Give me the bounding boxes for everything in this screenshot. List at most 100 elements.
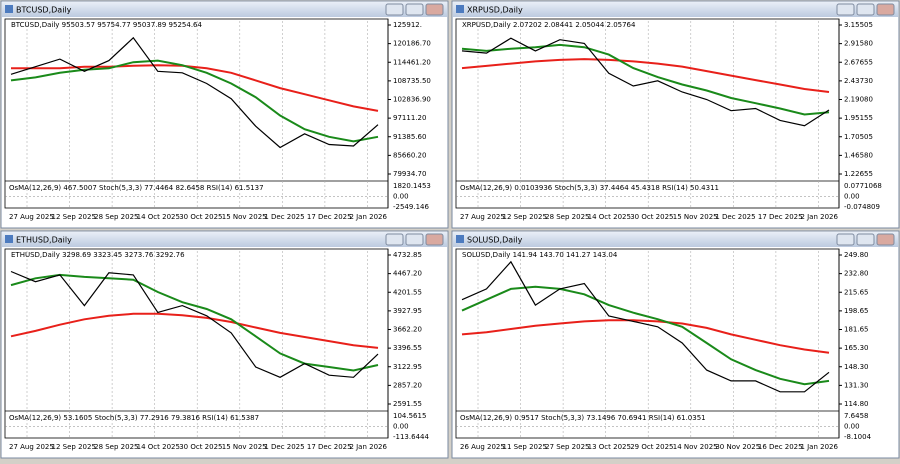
date-label: 27 Aug 2025 xyxy=(460,213,505,221)
minimize-button[interactable] xyxy=(836,233,855,246)
indicator-info: OsMA(12,26,9) 0.9517 Stoch(5,3,3) 73.149… xyxy=(460,414,706,422)
title-bar xyxy=(2,2,447,17)
price-line xyxy=(461,43,830,116)
date-label: 28 Sep 2025 xyxy=(94,213,138,221)
indicator-label: -113.6444 xyxy=(393,433,429,441)
window-icon xyxy=(5,235,13,243)
price-label: 108735.50 xyxy=(393,77,431,85)
date-label: 2 Jan 2026 xyxy=(800,213,838,221)
price-label: 2.91580 xyxy=(844,40,873,48)
price-label: 3396.55 xyxy=(393,344,422,352)
price-label: 1.70505 xyxy=(844,133,873,141)
window-title: BTCUSD,Daily xyxy=(16,6,72,15)
indicator-label: 0.00 xyxy=(393,193,409,201)
date-label: 13 Oct 2025 xyxy=(588,443,631,451)
date-label: 14 Oct 2025 xyxy=(137,213,180,221)
title-bar xyxy=(2,232,447,247)
price-label: 232.80 xyxy=(844,270,869,278)
indicator-info: OsMA(12,26,9) 467.5007 Stoch(5,3,3) 77.4… xyxy=(9,184,264,192)
window-title: ETHUSD,Daily xyxy=(16,236,72,245)
price-label: 2.67655 xyxy=(844,58,873,66)
maximize-button[interactable] xyxy=(405,233,424,246)
price-label: 2.43730 xyxy=(844,77,873,85)
close-button[interactable] xyxy=(876,3,895,16)
date-label: 30 Oct 2025 xyxy=(630,213,673,221)
price-label: 114461.20 xyxy=(393,58,431,66)
window-title: SOLUSD,Daily xyxy=(467,236,523,245)
close-button[interactable] xyxy=(425,3,444,16)
date-label: 30 Nov 2025 xyxy=(715,443,760,451)
minimize-button[interactable] xyxy=(385,233,404,246)
plot-frame xyxy=(455,248,840,439)
price-label: 181.65 xyxy=(844,326,869,334)
indicator-label: 104.5615 xyxy=(393,412,426,420)
indicator-label: 0.00 xyxy=(393,423,409,431)
date-label: 28 Sep 2025 xyxy=(94,443,138,451)
indicator-label: 7.6458 xyxy=(844,412,869,420)
price-label: 2591.55 xyxy=(393,400,422,408)
price-label: 1.95155 xyxy=(844,114,873,122)
date-label: 17 Dec 2025 xyxy=(758,213,803,221)
close-button[interactable] xyxy=(876,233,895,246)
window-icon xyxy=(5,5,13,13)
price-line xyxy=(461,37,830,127)
price-label: 1.46580 xyxy=(844,151,873,159)
maximize-button[interactable] xyxy=(405,3,424,16)
close-button[interactable] xyxy=(425,233,444,246)
price-label: 79934.70 xyxy=(393,170,426,178)
indicator-label: -0.074809 xyxy=(844,203,880,211)
date-label: 27 Sep 2025 xyxy=(545,443,589,451)
price-label: 3122.95 xyxy=(393,363,422,371)
date-label: 1 Jan 2026 xyxy=(800,443,838,451)
price-line xyxy=(461,319,830,354)
price-label: 125912. xyxy=(393,21,422,29)
price-line xyxy=(10,273,379,372)
window-icon xyxy=(456,235,464,243)
price-label: 1.22655 xyxy=(844,170,873,178)
date-label: 26 Aug 2025 xyxy=(460,443,505,451)
chart-info: BTCUSD,Daily 95503.57 95754.77 95037.89 … xyxy=(11,21,202,29)
date-label: 2 Jan 2026 xyxy=(349,213,387,221)
minimize-button[interactable] xyxy=(836,3,855,16)
price-label: 131.30 xyxy=(844,381,869,389)
date-label: 1 Dec 2025 xyxy=(264,213,304,221)
date-label: 16 Dec 2025 xyxy=(758,443,803,451)
maximize-button[interactable] xyxy=(856,233,875,246)
price-line xyxy=(461,285,830,386)
date-label: 14 Oct 2025 xyxy=(588,213,631,221)
price-label: 198.65 xyxy=(844,307,869,315)
price-label: 2.19080 xyxy=(844,96,873,104)
date-label: 27 Aug 2025 xyxy=(9,213,54,221)
minimize-button[interactable] xyxy=(385,3,404,16)
price-label: 3927.95 xyxy=(393,307,422,315)
date-label: 30 Oct 2025 xyxy=(179,213,222,221)
indicator-info: OsMA(12,26,9) 0.0103936 Stoch(5,3,3) 37.… xyxy=(460,184,719,192)
price-label: 4201.55 xyxy=(393,288,422,296)
date-label: 17 Dec 2025 xyxy=(307,443,352,451)
price-label: 97111.20 xyxy=(393,114,426,122)
date-label: 28 Sep 2025 xyxy=(545,213,589,221)
title-bar xyxy=(453,232,898,247)
price-label: 3662.20 xyxy=(393,326,422,334)
chart-info: ETHUSD,Daily 3298.69 3323.45 3273.76 329… xyxy=(11,251,185,259)
plot-frame xyxy=(4,248,389,439)
price-label: 165.30 xyxy=(844,344,869,352)
price-label: 4467.20 xyxy=(393,270,422,278)
price-label: 148.30 xyxy=(844,363,869,371)
title-bar xyxy=(453,2,898,17)
indicator-label: 0.00 xyxy=(844,193,860,201)
window-icon xyxy=(456,5,464,13)
price-label: 120186.70 xyxy=(393,40,431,48)
chart-info: SOLUSD,Daily 141.94 143.70 141.27 143.04 xyxy=(462,251,618,259)
maximize-button[interactable] xyxy=(856,3,875,16)
indicator-label: 0.00 xyxy=(844,423,860,431)
plot-frame xyxy=(4,18,389,209)
window-title: XRPUSD,Daily xyxy=(467,6,523,15)
indicator-label: -8.1004 xyxy=(844,433,872,441)
plot-frame xyxy=(455,18,840,209)
date-label: 12 Sep 2025 xyxy=(503,213,547,221)
date-label: 30 Oct 2025 xyxy=(179,443,222,451)
price-line xyxy=(11,64,379,112)
date-label: 11 Sep 2025 xyxy=(503,443,547,451)
